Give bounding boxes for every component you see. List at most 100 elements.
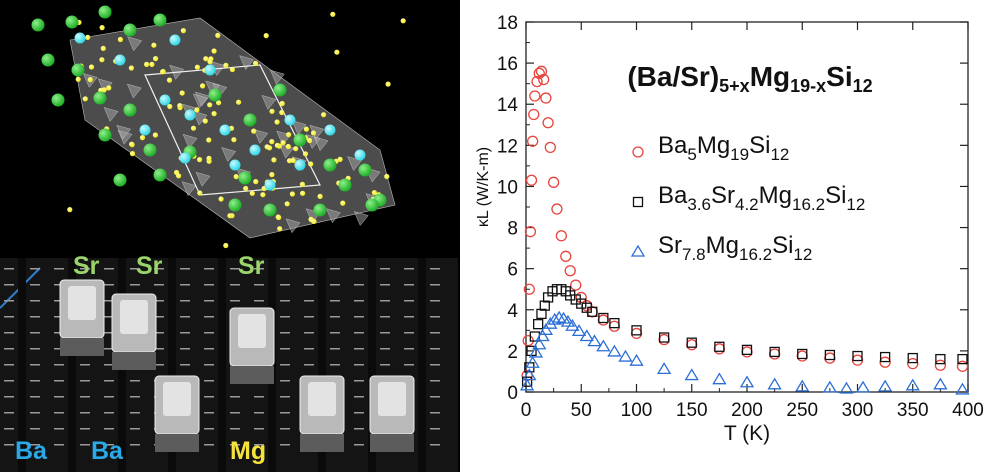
data-point bbox=[524, 226, 537, 238]
si-atom bbox=[400, 18, 406, 24]
si-atom bbox=[233, 174, 239, 180]
data-point bbox=[769, 346, 780, 358]
si-atom bbox=[129, 141, 135, 147]
si-atom bbox=[330, 11, 336, 17]
scale-tick bbox=[80, 428, 90, 430]
data-point bbox=[547, 312, 562, 325]
data-point bbox=[712, 372, 727, 385]
scale-tick bbox=[304, 332, 314, 334]
scale-tick bbox=[204, 300, 214, 302]
si-atom bbox=[271, 157, 277, 163]
sr-atom bbox=[238, 171, 252, 185]
scale-tick bbox=[204, 364, 214, 366]
si-atom bbox=[284, 201, 290, 207]
si-atom bbox=[75, 76, 81, 82]
data-point bbox=[824, 349, 836, 361]
polyhedron-facet bbox=[326, 208, 341, 224]
si-atom bbox=[300, 190, 306, 196]
scale-tick bbox=[380, 284, 390, 286]
sr-atom bbox=[293, 133, 307, 147]
x-tick-label: 200 bbox=[731, 400, 763, 421]
data-point bbox=[547, 176, 560, 188]
scale-tick bbox=[54, 444, 64, 446]
scale-tick bbox=[204, 396, 214, 398]
fader-cap-highlight bbox=[68, 286, 96, 320]
scale-tick bbox=[330, 332, 340, 334]
scale-tick bbox=[4, 380, 14, 382]
scale-tick bbox=[104, 412, 114, 414]
data-point bbox=[935, 353, 946, 365]
mg-label: Mg bbox=[230, 437, 267, 465]
y-tick-label: 14 bbox=[497, 95, 519, 116]
x-tick-label: 100 bbox=[621, 400, 653, 421]
si-atom bbox=[289, 191, 295, 197]
data-point bbox=[528, 108, 540, 121]
data-point bbox=[535, 329, 550, 342]
data-point bbox=[686, 339, 698, 351]
scale-tick bbox=[54, 412, 64, 414]
scale-tick bbox=[54, 364, 64, 366]
data-point bbox=[526, 135, 539, 147]
si-atom bbox=[85, 34, 91, 41]
ba-label-2: Ba bbox=[91, 437, 123, 465]
fader-slot bbox=[218, 258, 226, 472]
scale-tick bbox=[30, 332, 40, 334]
scale-tick bbox=[280, 380, 290, 382]
si-atom bbox=[203, 56, 209, 62]
si-atom bbox=[229, 66, 235, 73]
scale-tick bbox=[280, 284, 290, 286]
si-atom bbox=[290, 157, 296, 163]
x-tick-label: 300 bbox=[842, 400, 874, 421]
scale-tick bbox=[430, 380, 440, 382]
si-atom bbox=[106, 85, 112, 91]
scale-tick bbox=[130, 396, 140, 398]
scale-tick bbox=[30, 380, 40, 382]
scale-tick bbox=[330, 316, 340, 318]
scale-tick bbox=[4, 428, 14, 430]
scale-tick bbox=[30, 412, 40, 414]
scale-tick bbox=[54, 300, 64, 302]
si-atom bbox=[253, 179, 259, 185]
scale-tick bbox=[30, 444, 40, 446]
data-point bbox=[658, 332, 670, 343]
data-point bbox=[609, 317, 620, 329]
scale-tick bbox=[354, 412, 364, 414]
data-point bbox=[535, 65, 548, 77]
scale-tick bbox=[304, 300, 314, 302]
data-point bbox=[658, 333, 670, 346]
scale-tick bbox=[80, 364, 90, 366]
si-atom bbox=[269, 139, 275, 145]
data-point bbox=[852, 350, 863, 362]
scale-tick bbox=[180, 348, 190, 350]
si-atom bbox=[277, 226, 283, 232]
legend-label: Ba3.6Sr4.2Mg16.2Si12 bbox=[658, 182, 865, 214]
data-point bbox=[525, 174, 538, 186]
data-point bbox=[630, 327, 643, 340]
data-point bbox=[741, 346, 753, 358]
data-point bbox=[543, 316, 558, 329]
scale-tick bbox=[180, 268, 190, 270]
scale-tick bbox=[304, 268, 314, 270]
scale-tick bbox=[404, 284, 414, 286]
y-tick-label: 18 bbox=[497, 13, 518, 34]
scale-tick bbox=[280, 428, 290, 430]
sr-atom bbox=[208, 88, 222, 102]
scale-tick bbox=[180, 332, 190, 334]
si-atom bbox=[100, 45, 106, 52]
scale-tick bbox=[80, 380, 90, 382]
data-point bbox=[934, 359, 947, 371]
scale-tick bbox=[104, 348, 114, 350]
data-point bbox=[542, 117, 554, 129]
data-point bbox=[855, 380, 871, 393]
crystal-structure-image bbox=[31, 5, 406, 249]
scale-tick bbox=[154, 284, 164, 286]
scale-tick bbox=[154, 332, 164, 334]
scale-tick bbox=[404, 300, 414, 302]
si-atom bbox=[317, 193, 323, 199]
data-point bbox=[741, 344, 753, 356]
si-atom bbox=[223, 62, 229, 68]
si-atom bbox=[279, 100, 285, 107]
si-atom bbox=[227, 213, 233, 219]
sr-atom bbox=[358, 163, 372, 177]
scale-tick bbox=[404, 364, 414, 366]
